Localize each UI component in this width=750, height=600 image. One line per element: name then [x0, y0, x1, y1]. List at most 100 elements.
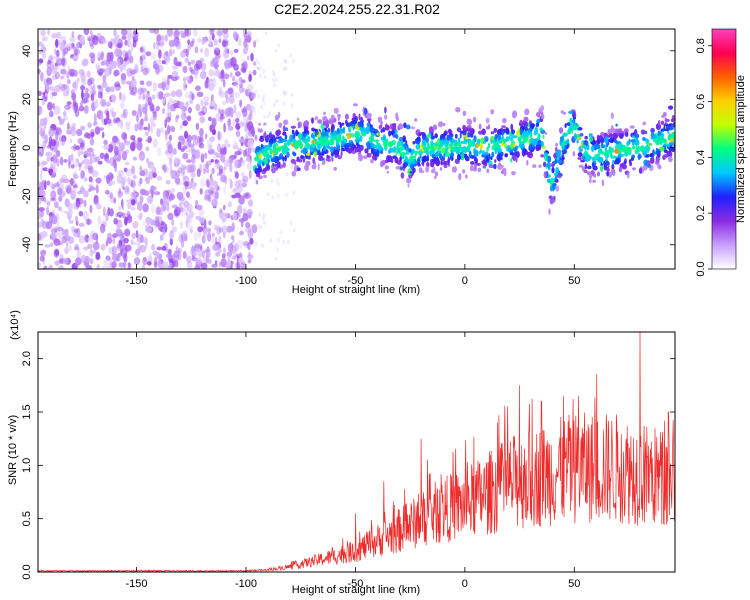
spectrogram-cell [540, 105, 545, 112]
spectrogram-cell [39, 212, 42, 218]
spectrogram-cell [191, 93, 195, 101]
spectrogram-cell [329, 139, 333, 145]
spectrogram-cell [427, 145, 430, 153]
spectrogram-cell [204, 219, 207, 229]
spectrogram-cell [87, 78, 93, 87]
spectrogram-cell [60, 75, 64, 80]
spectrogram-cell [233, 140, 238, 148]
spectrogram-cell [210, 94, 214, 102]
spectrogram-cell [61, 137, 66, 146]
spectrogram-cell [566, 138, 570, 144]
spectrogram-cell [284, 58, 287, 64]
spectrogram-cell [70, 124, 76, 132]
spectrogram-cell [242, 47, 248, 55]
spectrogram-cell [255, 146, 261, 152]
spectrogram-cell [38, 221, 42, 228]
spectrogram-cell [112, 135, 119, 143]
spectrogram-cell [543, 161, 547, 168]
spectrogram-cell [194, 149, 201, 160]
spectrogram-cell [222, 79, 226, 88]
spectrogram-cell [233, 159, 239, 169]
spectrogram-cell [64, 104, 71, 110]
x-tick-label: 0 [462, 578, 468, 590]
spectrogram-cell [136, 114, 139, 123]
spectrogram-cell [158, 91, 164, 100]
spectrogram-cell [120, 92, 126, 103]
spectrogram-cell [39, 128, 46, 137]
spectrogram-cell [111, 93, 117, 103]
spectrogram-cell [285, 192, 288, 198]
spectrogram-cell [54, 249, 60, 256]
spectrogram-cell [548, 166, 551, 171]
spectrogram-cell [179, 124, 183, 130]
spectrogram-cell [150, 203, 156, 214]
spectrogram-cell [341, 128, 344, 133]
spectrogram-cell [232, 212, 238, 220]
spectrogram-cell [556, 174, 562, 178]
spectrogram-cell [290, 103, 294, 108]
spectrogram-cell [213, 151, 218, 156]
spectrogram-cell [48, 54, 53, 62]
spectrogram-cell [261, 97, 265, 102]
spectrogram-cell [216, 225, 221, 235]
spectrogram-cell [234, 243, 239, 252]
spectrogram-cell [246, 36, 251, 43]
spectrogram-cell [242, 240, 249, 246]
spectrogram-cell [214, 103, 218, 111]
spectrogram-cell [470, 134, 474, 138]
spectrogram-cell [537, 133, 541, 141]
spectrogram-cell [258, 122, 261, 127]
spectrogram-cell [80, 185, 85, 194]
spectrogram-cell [174, 177, 181, 185]
x-tick-label: -100 [235, 578, 257, 590]
spectrogram-cell [186, 215, 191, 223]
spectrogram-cell [211, 117, 217, 128]
spectrogram-cell [142, 67, 149, 76]
spectrogram-cell [137, 137, 143, 143]
spectrogram-cell [204, 152, 208, 159]
spectrogram-cell [403, 143, 409, 148]
spectrogram-cell [185, 211, 189, 217]
spectrogram-cell [239, 138, 246, 143]
snr-multiplier-label: (x10⁴) [9, 310, 21, 340]
spectrogram-cell [81, 98, 88, 104]
spectrogram-cell [214, 159, 219, 163]
spectrogram-cell [237, 37, 242, 47]
spectrogram-cell [77, 148, 81, 158]
spectrogram-cell [465, 174, 468, 179]
spectrogram-cell [275, 145, 280, 149]
spectrogram-cell [55, 127, 62, 136]
spectrogram-cell [275, 178, 279, 183]
spectrogram-cell [73, 228, 79, 233]
spectrogram-cell [90, 131, 95, 137]
spectrogram-cell [118, 142, 125, 152]
spectrogram-cell [137, 214, 142, 219]
spectrogram-cell [142, 221, 147, 226]
spectrogram-cell [102, 74, 107, 83]
spectrogram-cell [504, 153, 509, 158]
spectrogram-cell [121, 177, 126, 186]
spectrogram-cell [120, 102, 125, 109]
spectrogram-cell [615, 123, 618, 127]
spectrogram-cell [264, 146, 268, 153]
spectrogram-cell [64, 103, 68, 110]
spectrogram-cell [488, 153, 491, 160]
spectrogram-cell [246, 162, 253, 170]
spectrogram-cell [470, 155, 476, 159]
spectrogram-cell [110, 173, 114, 180]
spectrogram-cell [414, 150, 417, 157]
spectrogram-cell [56, 150, 61, 158]
spectrogram-cell [262, 94, 266, 99]
spectrogram-cell [331, 124, 335, 131]
spectrogram-cell [162, 52, 169, 62]
spectrogram-cell [523, 116, 529, 122]
spectrogram-cell [579, 133, 584, 137]
spectrogram-cell [72, 157, 80, 168]
spectrogram-cell [68, 68, 72, 76]
spectrogram-cell [278, 122, 283, 128]
spectrogram-cell [131, 232, 136, 240]
spectrogram-cell [78, 222, 85, 227]
spectrogram-cell [242, 87, 246, 92]
spectrogram-cell [243, 32, 247, 41]
spectrogram-cell [376, 140, 379, 146]
